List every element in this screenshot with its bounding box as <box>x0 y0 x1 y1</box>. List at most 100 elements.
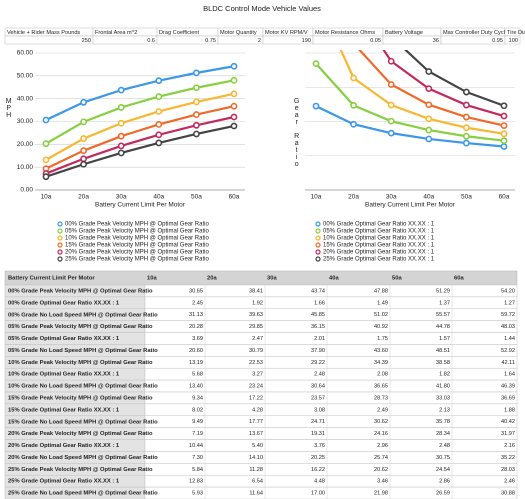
row-label: 00% Grade No Load Speed MPH @ Optimal Ge… <box>8 312 158 318</box>
data-point <box>117 119 125 127</box>
table-cell: 7.19 <box>192 431 203 437</box>
table-cell: 2.86 <box>439 479 450 485</box>
table-cell: 23.57 <box>311 395 325 401</box>
x-tick-label: 50a <box>461 194 472 201</box>
param-value: 0.75 <box>205 38 216 44</box>
table-cell: 29.85 <box>249 324 263 330</box>
plot-area <box>312 50 508 150</box>
data-point <box>117 149 125 157</box>
data-point <box>387 81 395 88</box>
row-label: 20% Grade Peak Velocity MPH @ Optimal Ge… <box>8 431 153 437</box>
table-cell: 48.51 <box>436 348 450 354</box>
table-cell: 9.49 <box>192 419 203 425</box>
data-point <box>350 120 357 128</box>
data-point <box>387 129 395 137</box>
table-cell: 20.62 <box>374 467 388 473</box>
legend-marker <box>315 235 321 241</box>
y-tick-label: 60.00 <box>17 50 34 57</box>
table-cell: 38.41 <box>249 288 263 294</box>
table-header-cell: 40a <box>329 276 339 282</box>
table-cell: 1.27 <box>504 300 515 306</box>
data-point <box>230 113 238 121</box>
legend-marker <box>57 235 63 241</box>
table-cell: 30.62 <box>374 419 388 425</box>
table-cell: 19.31 <box>311 431 325 437</box>
series-line <box>382 50 505 118</box>
data-point <box>117 132 125 140</box>
table-cell: 33.03 <box>436 395 450 401</box>
x-tick-label: 50a <box>191 194 202 201</box>
row-label: 05% Grade No Load Speed MPH @ Optimal Ge… <box>8 348 158 354</box>
data-point <box>155 108 163 115</box>
x-tick-label: 20a <box>348 194 359 201</box>
table-cell: 2.48 <box>439 443 450 449</box>
table-cell: 3.76 <box>314 443 325 449</box>
data-point <box>425 126 433 134</box>
table-cell: 45.85 <box>311 312 325 318</box>
table-cell: 17.22 <box>249 395 263 401</box>
table-cell: 22.53 <box>249 360 263 366</box>
table-cell: 5.40 <box>252 443 263 449</box>
param-header: Battery Voltage <box>385 30 423 36</box>
table-cell: 55.57 <box>436 312 450 318</box>
data-point <box>462 113 470 121</box>
y-tick-label: 50.00 <box>17 73 34 80</box>
row-label: 15% Grade No Load Speed MPH @ Optimal Ge… <box>8 419 158 425</box>
data-point <box>155 131 163 139</box>
table-cell: 43.74 <box>311 288 325 294</box>
series-line <box>404 50 505 107</box>
legend-label: 20% Grade Peak Velocity MPH @ Optimal Ge… <box>65 250 209 256</box>
table-cell: 25.74 <box>374 455 388 461</box>
row-label: 20% Grade No Load Speed MPH @ Optimal Ge… <box>8 455 158 461</box>
data-point <box>462 124 470 132</box>
table-cell: 2.45 <box>192 300 203 306</box>
legend-label: 10% Grade Peak Velocity MPH @ Optimal Ge… <box>65 236 209 242</box>
legend-label: 25% Grade Peak Velocity MPH @ Optimal Ge… <box>65 257 209 263</box>
table-header-cell: 30a <box>267 276 277 282</box>
data-point <box>42 156 50 164</box>
table-cell: 46.39 <box>501 384 515 390</box>
table-cell: 36.69 <box>501 395 515 401</box>
table-cell: 1.75 <box>377 336 388 342</box>
param-value-cell <box>4 35 94 45</box>
data-point <box>462 139 470 147</box>
series-line <box>315 62 505 142</box>
table-cell: 23.24 <box>249 384 263 390</box>
data-point <box>80 155 87 163</box>
param-value: 0.6 <box>147 38 155 44</box>
param-header: Motor KV RPM/V <box>265 30 308 36</box>
data-point <box>500 143 508 150</box>
param-header: Motor Resistance Ohms <box>315 30 375 36</box>
data-point <box>387 117 395 125</box>
y-axis-title: MPH <box>5 98 12 119</box>
legend-label: 20% Grade Optimal Gear Ratio XX.XX : 1 <box>323 250 435 256</box>
data-point <box>192 111 200 118</box>
table-cell: 13.67 <box>249 431 263 437</box>
x-tick-label: 30a <box>386 194 397 201</box>
table-cell: 3.46 <box>377 479 388 485</box>
legend-label: 15% Grade Optimal Gear Ratio XX.XX : 1 <box>323 243 435 249</box>
data-point <box>230 90 238 98</box>
table-cell: 1.82 <box>439 372 450 378</box>
table-header-cell: 60a <box>454 276 464 282</box>
row-label: 25% Grade Optimal Gear Ratio XX.XX : 1 <box>8 479 120 485</box>
legend-marker <box>57 242 63 248</box>
y-tick-label: 30.00 <box>17 118 34 125</box>
table-cell: 28.34 <box>436 431 450 437</box>
table-cell: 17.77 <box>249 419 263 425</box>
table-cell: 38.58 <box>436 360 450 366</box>
table-header-cell: 10a <box>147 276 157 282</box>
table-cell: 30.64 <box>311 384 325 390</box>
data-point <box>117 142 125 150</box>
series-line <box>45 115 235 175</box>
table-cell: 28.73 <box>374 395 388 401</box>
table-header-cell: Battery Current Limit Per Motor <box>8 276 95 282</box>
x-axis-title: Battery Current Limit Per Motor <box>365 202 456 209</box>
page-title: BLDC Control Mode Vehicle Values <box>203 4 321 13</box>
table-cell: 7.30 <box>192 455 203 461</box>
y-tick-label: 10.00 <box>17 164 34 171</box>
legend-label: 15% Grade Peak Velocity MPH @ Optimal Ge… <box>65 243 209 249</box>
legend-marker <box>315 249 321 255</box>
data-point <box>500 130 508 138</box>
